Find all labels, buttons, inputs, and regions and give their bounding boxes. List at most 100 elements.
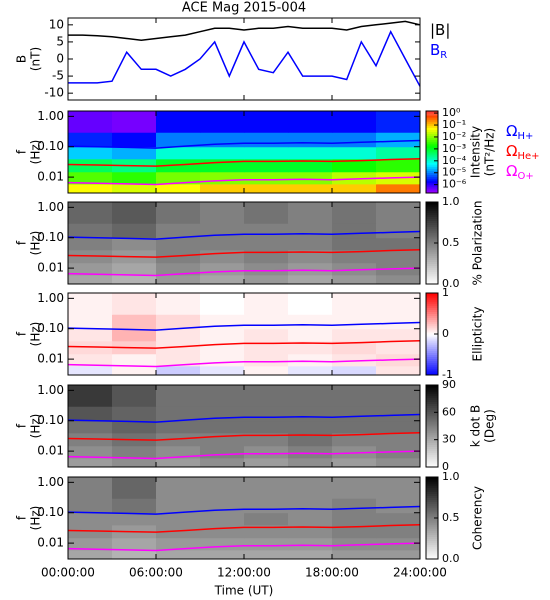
colorbar-step <box>426 454 438 458</box>
spectrogram-cell <box>376 249 421 264</box>
spectrogram-cell <box>112 262 157 276</box>
colorbar-label: Ellipticity <box>471 307 485 362</box>
spectrogram-cell <box>200 445 245 459</box>
colorbar-step <box>426 399 438 402</box>
spectrogram-cell <box>244 328 289 342</box>
y-axis-label: B <box>15 55 29 63</box>
spectrogram-cell <box>68 183 113 194</box>
colorbar-tick-label: 10⁻³ <box>442 142 466 155</box>
legend-subscript: R <box>440 50 447 61</box>
spectrogram-cell <box>200 146 245 160</box>
spectrogram-cell <box>200 365 245 376</box>
colorbar-step <box>426 166 438 169</box>
y-tick-label: 0.01 <box>37 170 64 184</box>
spectrogram-cell <box>332 385 377 407</box>
spectrogram-cell <box>156 237 201 251</box>
spectrogram-cell <box>156 146 201 160</box>
spectrogram-cell <box>156 477 201 499</box>
colorbar-step <box>426 257 438 260</box>
spectrogram-cell <box>200 385 245 407</box>
colorbar-step <box>426 168 438 171</box>
colorbar-step <box>426 344 438 347</box>
spectrogram-cell <box>332 432 377 447</box>
spectrogram-cell <box>200 237 245 251</box>
spectrogram-cell <box>112 477 157 499</box>
spectrogram-cell <box>244 477 289 499</box>
spectrogram-cell <box>112 445 157 459</box>
spectrogram-cell <box>376 432 421 447</box>
colorbar-tick-label: 90 <box>442 378 456 391</box>
spectrogram-cell <box>156 512 201 526</box>
spectrogram-cell <box>288 420 333 434</box>
colorbar-step <box>426 224 438 228</box>
colorbar-step <box>426 113 438 116</box>
legend-entry: ΩO+ <box>506 162 534 183</box>
colorbar-step <box>426 536 438 539</box>
spectrogram-cell <box>244 512 289 526</box>
spectrogram-cell <box>376 420 421 434</box>
colorbar-step <box>426 249 438 252</box>
legend-entry: BR <box>430 41 447 62</box>
gyrofrequency-line <box>67 321 421 331</box>
spectrogram-cell <box>68 111 113 133</box>
colorbar-step <box>426 156 438 159</box>
spectrogram-cell <box>376 158 421 173</box>
spectrogram-cell <box>244 202 289 224</box>
colorbar-label: Intensity <box>469 126 483 178</box>
gyrofrequency-line <box>67 340 421 349</box>
colorbar-step <box>426 265 438 269</box>
colorbar-step <box>426 421 438 425</box>
spectrogram-cell <box>200 274 245 285</box>
spectrogram-cell <box>68 274 113 285</box>
gyrofrequency-line <box>67 267 421 277</box>
spectrogram-cell <box>156 406 201 422</box>
y-tick-label: 0.01 <box>37 261 64 275</box>
colorbar-step <box>426 442 438 445</box>
spectrogram-cell <box>244 537 289 551</box>
y-tick-label: 0.01 <box>37 536 64 550</box>
colorbar-step <box>426 214 438 217</box>
colorbar-tick-label: 1 <box>442 286 449 299</box>
gyrofrequency-line <box>67 358 421 368</box>
spectrogram-cell <box>376 340 421 355</box>
spectrogram-cell <box>68 237 113 251</box>
colorbar-tick-label: 10⁻¹ <box>442 118 466 131</box>
spectrogram-cell <box>244 223 289 239</box>
spectrogram-cell <box>332 445 377 459</box>
colorbar-step <box>426 444 438 447</box>
spectrogram-cell <box>156 537 201 551</box>
colorbar-step <box>426 405 438 409</box>
colorbar-step <box>426 204 438 207</box>
colorbar-step <box>426 507 438 511</box>
colorbar-tick-label: 10⁻⁴ <box>442 154 467 167</box>
spectrogram-cell <box>68 132 113 148</box>
spectrogram-cell <box>200 202 245 224</box>
spectrogram-cell <box>332 406 377 422</box>
colorbar-step <box>426 336 438 339</box>
colorbar-step <box>426 556 438 560</box>
spectrogram-cell <box>112 171 157 185</box>
spectrogram-cell <box>376 477 421 499</box>
colorbar-step <box>426 417 438 421</box>
colorbar-step <box>426 117 438 120</box>
y-axis-label: (Hz) <box>29 231 43 256</box>
spectrogram-cell <box>288 237 333 251</box>
colorbar-step <box>426 123 438 126</box>
colorbar-step <box>426 462 438 466</box>
spectrogram-cell <box>244 132 289 148</box>
y-axis-label: f <box>15 515 29 520</box>
spectrogram-cell <box>68 445 113 459</box>
colorbar-step <box>426 232 438 236</box>
colorbar-step <box>426 354 438 358</box>
spectrogram-cell <box>288 249 333 264</box>
spectrogram-cell <box>376 512 421 526</box>
colorbar-tick-label: 10⁻⁶ <box>442 178 467 191</box>
colorbar-step <box>426 135 438 139</box>
spectrogram-cell <box>288 293 333 315</box>
y-axis-label: (Hz) <box>29 322 43 347</box>
colorbar-step <box>426 370 438 374</box>
spectrogram-cell <box>332 420 377 434</box>
colorbar-step <box>426 230 438 234</box>
y-tick-label: 1.00 <box>37 109 64 123</box>
colorbar-step <box>426 152 438 155</box>
